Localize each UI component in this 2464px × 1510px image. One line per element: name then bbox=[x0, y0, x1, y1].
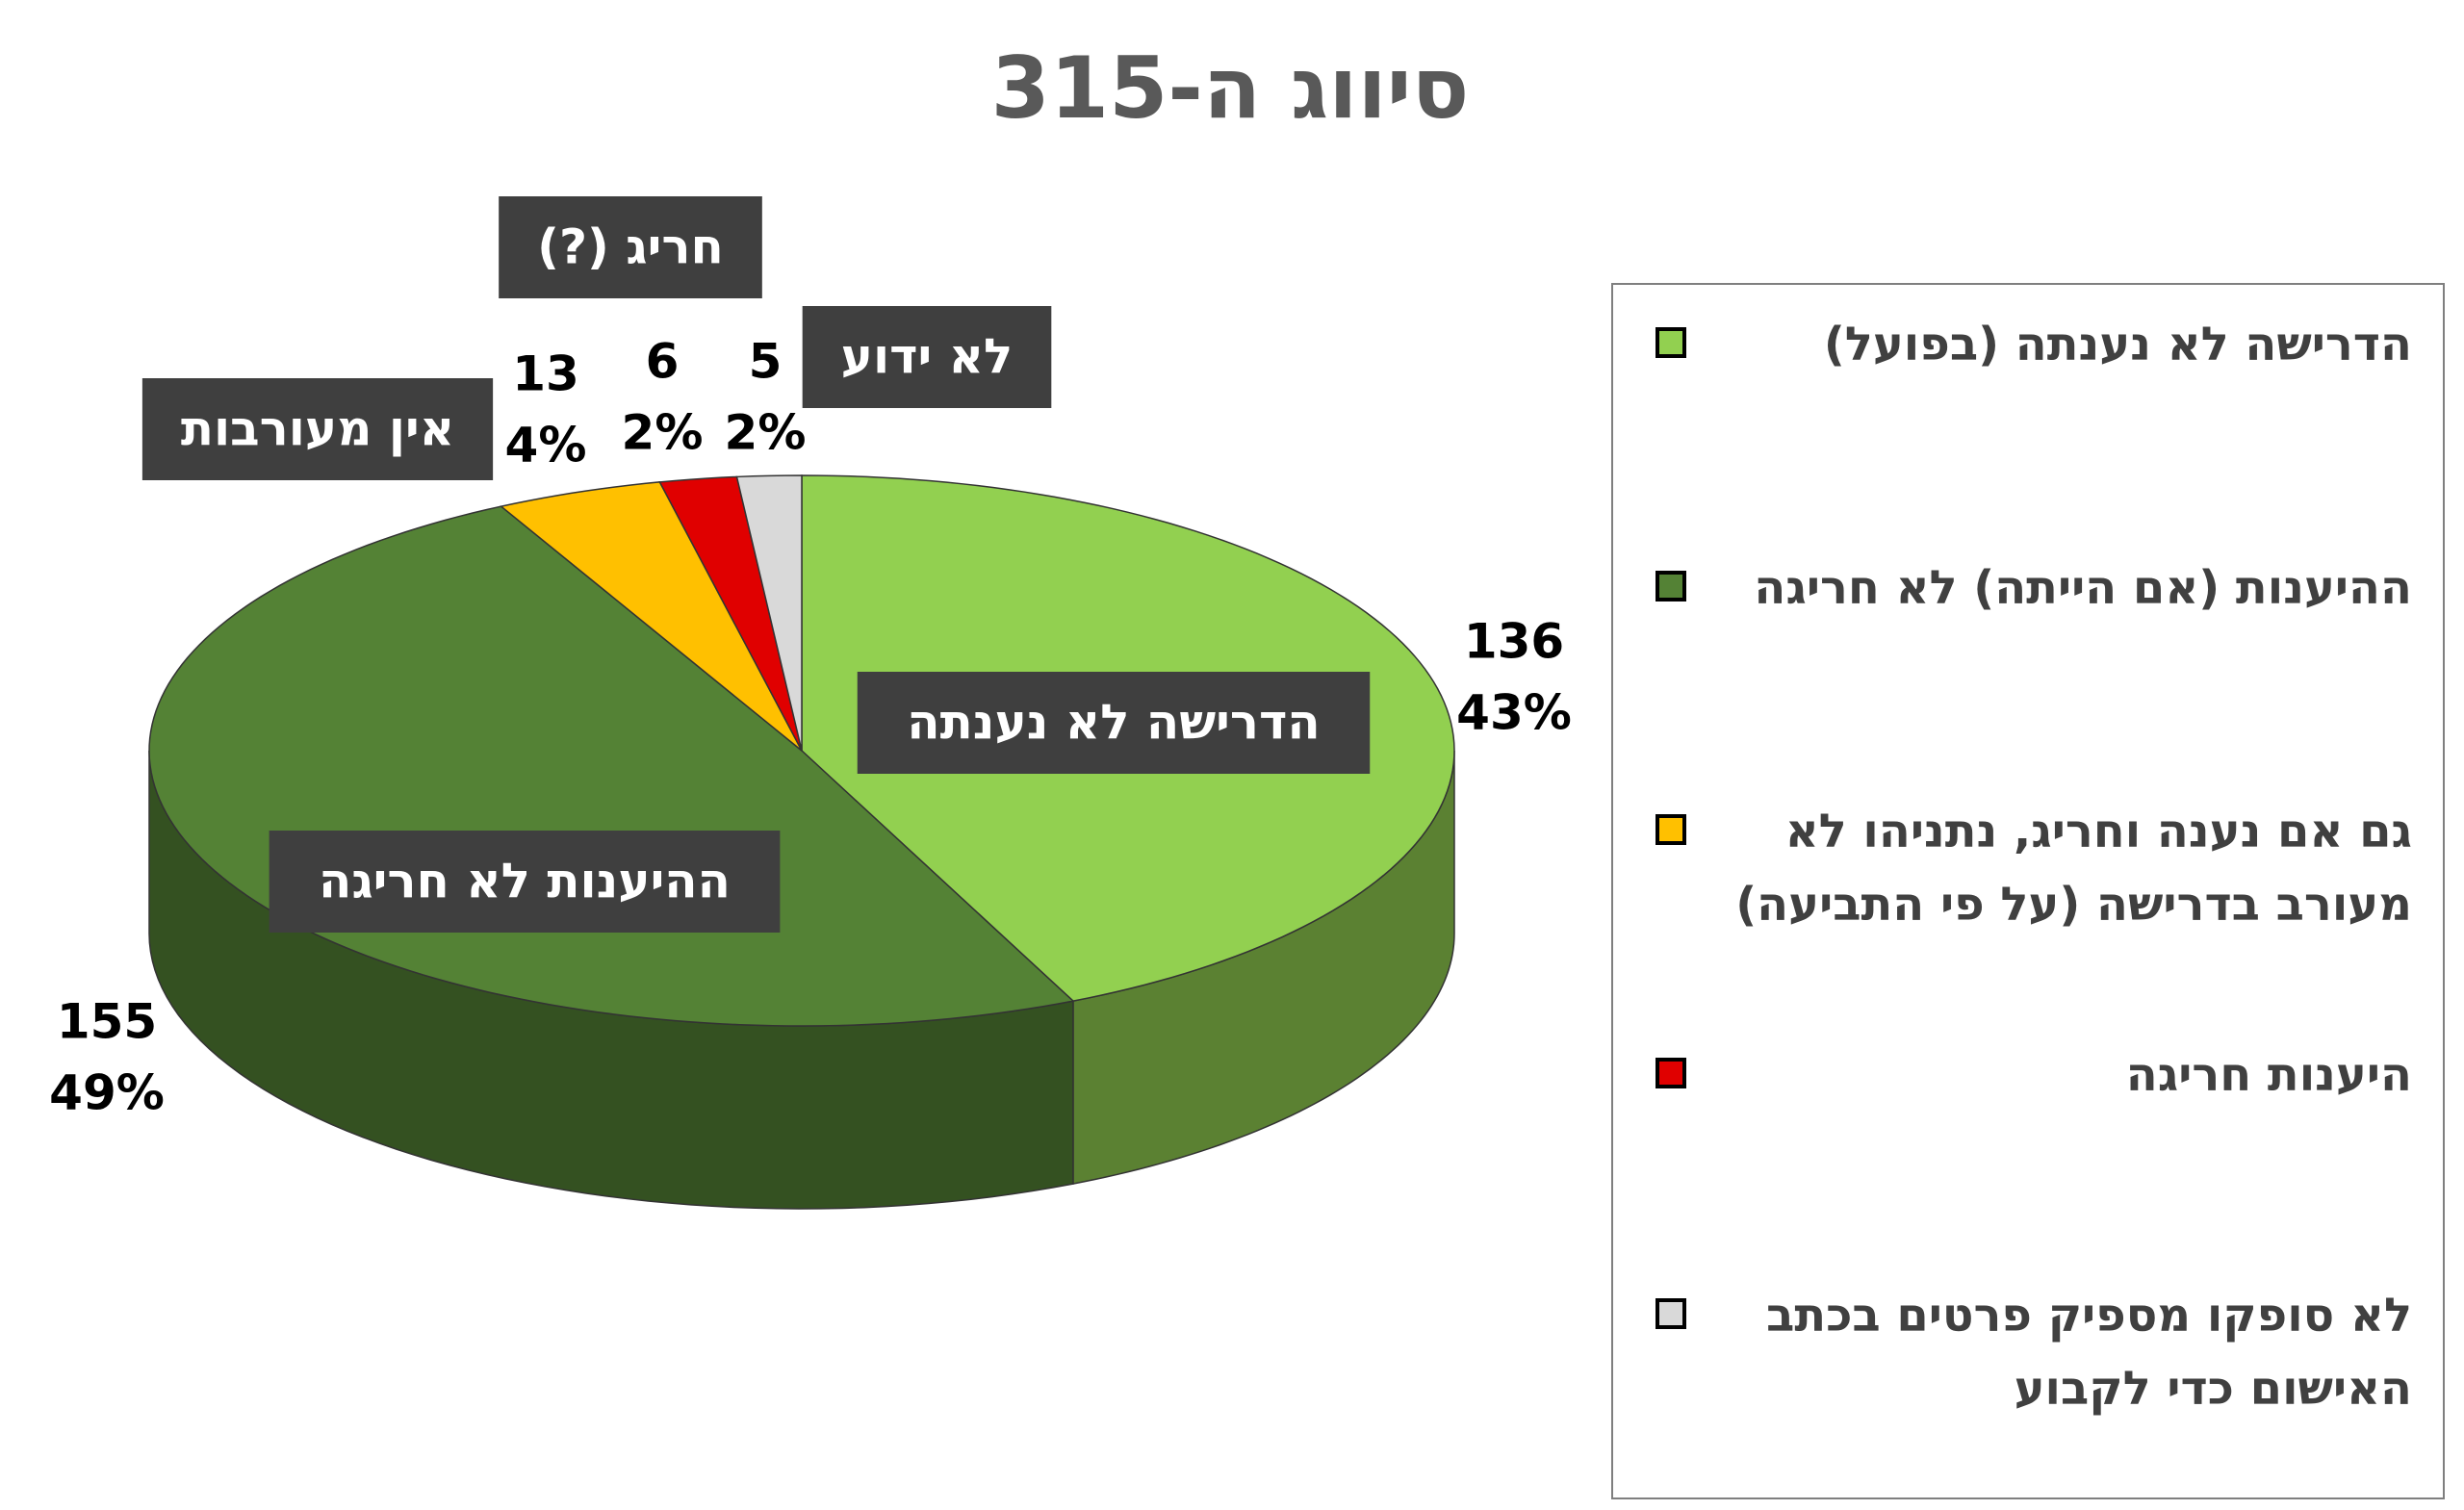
slice-label: אין מעורבות bbox=[181, 401, 454, 457]
value-label: 155 bbox=[57, 994, 157, 1050]
legend-item: הדרישה לא נענתה (בפועל) bbox=[1642, 308, 2412, 381]
slice-label-box bbox=[802, 306, 1052, 408]
legend-label: לא סופקו מספיק פרטים בכתב האישום כדי לקב… bbox=[1766, 1289, 2412, 1416]
percent-label: 2% bbox=[622, 405, 704, 461]
chart-title: סיווג ה-315 bbox=[991, 38, 1470, 138]
slice bbox=[658, 475, 803, 752]
slice-label-box bbox=[269, 831, 781, 933]
legend-item: לא סופקו מספיק פרטים בכתב האישום כדי לקב… bbox=[1642, 1279, 2412, 1425]
slice-label-box bbox=[141, 378, 494, 480]
legend-swatch bbox=[1656, 571, 1686, 601]
legend-item: היענות חריגה bbox=[1642, 1038, 2412, 1112]
legend-label: ההיענות (אם הייתה) לא חריגה bbox=[1754, 561, 2412, 615]
legend-swatch bbox=[1656, 1058, 1686, 1088]
percent-label: 2% bbox=[725, 405, 807, 461]
slice-label: ההיענות לא חריגה bbox=[319, 854, 731, 909]
value-label: 5 bbox=[749, 334, 783, 390]
percent-label: 4% bbox=[505, 418, 587, 473]
slice-label: לא ידוע bbox=[841, 329, 1014, 385]
slice-label: חריג (?) bbox=[537, 219, 724, 275]
percent-label: 43% bbox=[1456, 685, 1572, 741]
percent-label: 49% bbox=[49, 1065, 165, 1121]
legend-label: היענות חריגה bbox=[2125, 1048, 2412, 1102]
slice-label: הדרישה לא נענתה bbox=[907, 695, 1320, 751]
legend-item: גם אם נענה וחריג, נתניהו לא מעורב בדרישה… bbox=[1642, 795, 2412, 941]
legend: הדרישה לא נענתה (בפועל) ההיענות (אם הייתה… bbox=[1611, 283, 2445, 1499]
legend-swatch bbox=[1656, 814, 1686, 845]
slice bbox=[499, 481, 803, 752]
slice-label-box bbox=[857, 672, 1371, 774]
value-label: 6 bbox=[646, 334, 680, 390]
legend-swatch bbox=[1656, 1298, 1686, 1329]
slice bbox=[735, 474, 803, 752]
legend-label: גם אם נענה וחריג, נתניהו לא מעורב בדרישה… bbox=[1735, 805, 2412, 932]
slice-label-box bbox=[499, 196, 762, 298]
legend-item: ההיענות (אם הייתה) לא חריגה bbox=[1642, 551, 2412, 625]
value-label: 136 bbox=[1464, 614, 1564, 670]
legend-label: הדרישה לא נענתה (בפועל) bbox=[1823, 318, 2412, 371]
value-label: 13 bbox=[512, 346, 579, 402]
legend-swatch bbox=[1656, 327, 1686, 358]
